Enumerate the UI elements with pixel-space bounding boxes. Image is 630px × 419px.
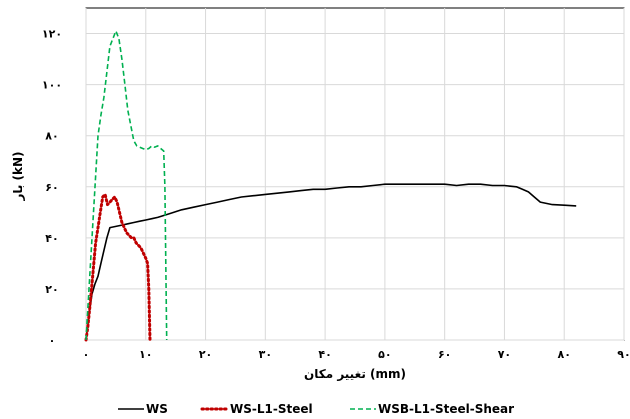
x-tick-label: ۹۰ bbox=[617, 348, 630, 361]
x-tick-label: ۸۰ bbox=[558, 348, 571, 361]
x-tick-label: ۵۰ bbox=[378, 348, 391, 361]
x-tick-label: ۶۰ bbox=[438, 348, 451, 361]
legend-label: WS-L1-Steel bbox=[230, 402, 313, 416]
x-tick-label: ۰ bbox=[83, 348, 90, 361]
x-tick-label: ۳۰ bbox=[259, 348, 272, 361]
series-layer bbox=[84, 30, 577, 342]
legend-label: WS bbox=[146, 402, 168, 416]
series-line-ws-l1-steel bbox=[84, 192, 152, 342]
y-tick-label: ۰ bbox=[49, 334, 56, 347]
y-tick-labels: ۰ ۲۰ ۴۰ ۶۰ ۸۰ ۱۰۰ ۱۲۰ bbox=[42, 28, 62, 347]
legend: WS WS-L1-Steel WSB-L1-Steel-Shear bbox=[118, 402, 514, 416]
x-tick-label: ۱۰ bbox=[139, 348, 152, 361]
x-tick-labels: ۰ ۱۰ ۲۰ ۳۰ ۴۰ ۵۰ ۶۰ ۷۰ ۸۰ ۹۰ bbox=[83, 348, 630, 361]
y-axis-title: بار (kN) bbox=[11, 151, 25, 201]
x-tick-label: ۴۰ bbox=[318, 348, 331, 361]
y-tick-label: ۱۲۰ bbox=[42, 28, 62, 41]
legend-label: WSB-L1-Steel-Shear bbox=[378, 402, 514, 416]
y-tick-label: ۱۰۰ bbox=[42, 79, 62, 92]
y-tick-label: ۶۰ bbox=[45, 181, 58, 194]
series-line-ws bbox=[85, 183, 577, 341]
x-axis-title: تغییر مکان (mm) bbox=[304, 367, 406, 381]
x-tick-label: ۷۰ bbox=[498, 348, 511, 361]
plot-area bbox=[85, 7, 625, 341]
y-tick-label: ۴۰ bbox=[45, 232, 58, 245]
y-tick-label: ۸۰ bbox=[45, 130, 58, 143]
x-tick-label: ۲۰ bbox=[199, 348, 212, 361]
y-tick-label: ۲۰ bbox=[45, 283, 58, 296]
series-line-wsb-l1-steel-shear bbox=[85, 30, 168, 341]
